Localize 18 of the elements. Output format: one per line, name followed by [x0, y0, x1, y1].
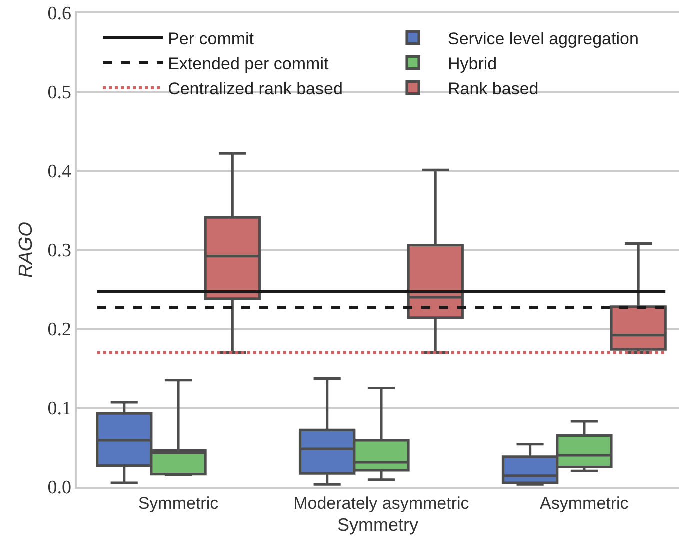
y-tick-label: 0.5	[48, 82, 72, 104]
legend-label: Rank based	[448, 79, 539, 98]
legend-label: Per commit	[168, 29, 254, 48]
legend-label: Centralized rank based	[168, 79, 343, 98]
y-tick-label: 0.6	[48, 4, 72, 25]
y-tick-label: 0.4	[48, 162, 72, 183]
y-tick-label: 0.3	[48, 240, 72, 262]
y-tick-label: 0.2	[48, 320, 72, 341]
x-tick-label: Symmetric	[138, 494, 220, 514]
x-tick-label: Asymmetric	[540, 494, 630, 514]
legend-label: Extended per commit	[168, 54, 329, 74]
legend-label: Service level aggregation	[448, 29, 639, 48]
y-tick-label: 0.0	[48, 478, 72, 499]
y-tick-label: 0.1	[48, 398, 72, 420]
x-axis-title: Symmetry	[338, 514, 418, 535]
x-tick-label: Moderately asymmetric	[294, 494, 470, 514]
legend-label: Hybrid	[448, 54, 498, 74]
y-axis-title: RAGO	[16, 222, 38, 278]
